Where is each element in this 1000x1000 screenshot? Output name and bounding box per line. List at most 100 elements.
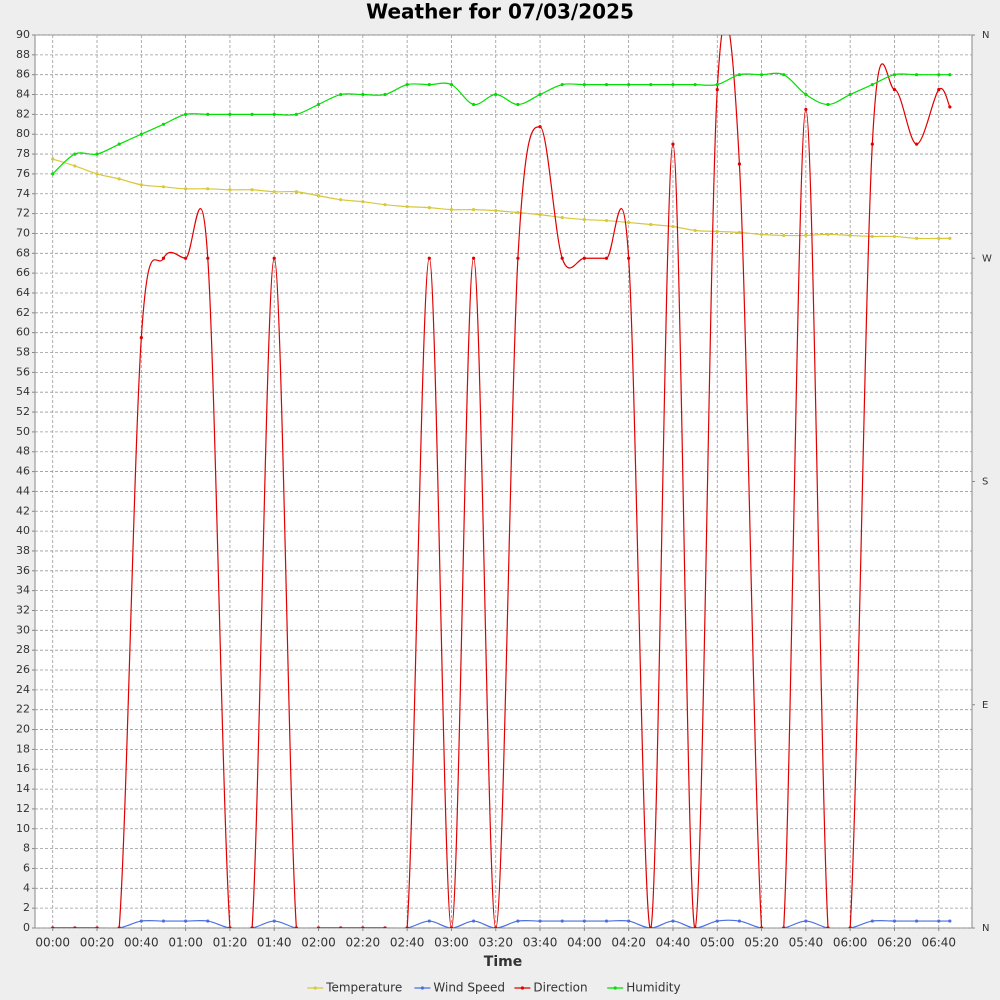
data-point [582,83,586,87]
x-tick-label: 05:00 [700,936,735,950]
y-tick-label: 70 [16,226,30,239]
data-point [604,919,609,923]
y-tick-label: 62 [16,306,30,319]
data-point [95,172,99,176]
data-point [184,187,188,191]
y-tick-label: 54 [16,385,30,398]
data-point [715,87,719,92]
data-point [139,919,143,923]
data-point [316,194,321,198]
y2-tick-label: N [982,923,989,934]
legend-label: Wind Speed [433,981,505,995]
data-point [848,926,852,928]
x-tick-label: 01:40 [257,936,292,950]
y-tick-label: 16 [16,762,30,775]
data-point [228,188,232,192]
y-tick-label: 2 [23,901,30,914]
y-tick-label: 20 [16,723,30,736]
data-point [383,203,387,207]
data-point [737,230,742,235]
data-point [804,919,808,923]
data-point [671,83,675,87]
x-tick-label: 04:40 [656,936,691,950]
data-point [892,87,897,92]
data-point [915,919,919,923]
data-point [848,92,852,97]
legend-label: Direction [533,981,587,995]
data-point [627,220,631,225]
data-point [51,926,55,928]
y-tick-label: 28 [16,643,30,656]
y-tick-label: 66 [16,266,30,279]
data-point [715,229,719,234]
data-point [471,919,476,923]
data-point [715,83,719,87]
data-point [161,185,166,189]
data-point [184,112,188,116]
data-point [627,919,631,923]
x-tick-label: 02:20 [346,936,381,950]
data-point [892,919,897,923]
data-point [339,926,343,928]
data-point [516,256,520,260]
data-point [471,102,476,107]
series-line [52,919,950,928]
data-point [139,132,143,136]
data-point [361,92,365,97]
data-point [250,112,254,116]
data-point [671,142,675,146]
series-line [52,158,950,240]
y-tick-label: 88 [16,48,30,61]
x-tick-label: 02:00 [301,936,336,950]
x-tick-label: 03:00 [434,936,469,950]
data-point [937,236,941,241]
data-point [139,183,143,187]
data-point [250,926,254,928]
y-tick-label: 40 [16,524,30,537]
data-point [294,926,298,928]
legend-label: Temperature [325,981,402,995]
data-point [759,926,764,928]
y-tick-label: 0 [23,921,30,934]
data-point [892,234,897,239]
y-tick-label: 60 [16,326,30,339]
y-tick-label: 64 [16,286,30,299]
y-tick-label: 26 [16,663,30,676]
data-point [272,112,276,116]
data-point [604,83,609,87]
data-point [759,73,764,77]
data-point [117,142,121,146]
data-point [361,200,365,204]
data-point [737,919,742,923]
data-point [228,926,232,928]
data-point [73,152,77,156]
y-tick-label: 46 [16,465,30,478]
data-point [427,919,431,923]
data-point [73,926,77,928]
data-point [804,233,808,238]
x-tick-label: 04:20 [611,936,646,950]
data-point [206,919,210,923]
x-tick-label: 05:20 [744,936,779,950]
y-tick-label: 8 [23,842,30,855]
y2-tick-label: N [982,30,989,41]
y-tick-label: 82 [16,107,30,120]
data-point [427,256,431,260]
x-tick-label: 06:00 [833,936,868,950]
y-tick-label: 86 [16,68,30,81]
data-point [948,105,952,109]
data-point [449,83,454,87]
y-tick-label: 78 [16,147,30,160]
x-tick-label: 05:40 [789,936,824,950]
data-point [604,218,609,223]
data-point [339,92,343,97]
y-tick-label: 74 [16,187,30,200]
data-point [405,926,409,928]
data-point [759,232,764,237]
data-point [693,83,697,87]
data-point [139,336,143,340]
data-point [560,919,564,923]
y-tick-label: 58 [16,346,30,359]
data-point [516,211,520,215]
y-tick-label: 24 [16,683,30,696]
